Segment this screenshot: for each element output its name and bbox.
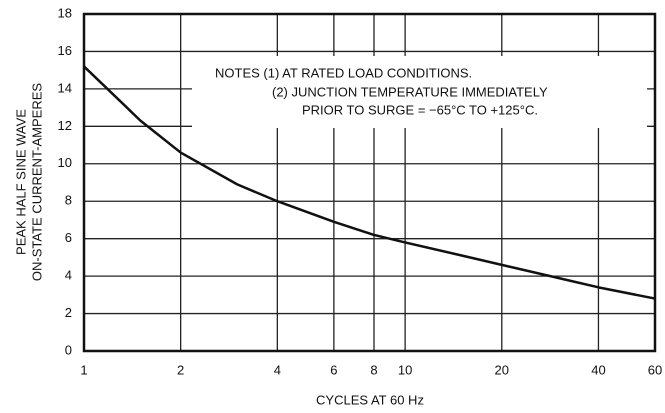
y-tick-label: 10 (58, 155, 72, 170)
x-tick-label: 6 (330, 362, 337, 377)
x-tick-label: 4 (274, 362, 281, 377)
y-axis-label: PEAK HALF SINE WAVE (13, 109, 28, 255)
curve (83, 65, 656, 300)
notes-box (192, 56, 647, 128)
x-tick-label: 2 (177, 362, 184, 377)
y-tick-label: 4 (65, 268, 72, 283)
plot-frame (82, 12, 657, 353)
y-tick-label: 16 (58, 43, 72, 58)
y-tick-label: 8 (65, 193, 72, 208)
x-axis-label: CYCLES AT 60 Hz (316, 392, 424, 407)
x-tick-label: 20 (495, 362, 509, 377)
x-tick-label: 40 (591, 362, 605, 377)
note: PRIOR TO SURGE = −65°C TO +125°C. (302, 102, 538, 117)
y-tick-label: 6 (65, 230, 72, 245)
y-axis-label: ON-STATE CURRENT-AMPERES (29, 83, 44, 281)
x-tick-label: 8 (370, 362, 377, 377)
x-tick-label: 60 (648, 362, 662, 377)
y-tick-label: 14 (58, 80, 72, 95)
y-tick-label: 2 (65, 305, 72, 320)
note: NOTES (1) AT RATED LOAD CONDITIONS. (215, 65, 472, 80)
x-tick-label: 1 (80, 362, 87, 377)
y-tick-label: 0 (65, 342, 72, 357)
y-tick-label: 12 (58, 118, 72, 133)
y-tick-label: 18 (58, 5, 72, 20)
note: (2) JUNCTION TEMPERATURE IMMEDIATELY (272, 84, 548, 99)
x-tick-label: 10 (398, 362, 412, 377)
